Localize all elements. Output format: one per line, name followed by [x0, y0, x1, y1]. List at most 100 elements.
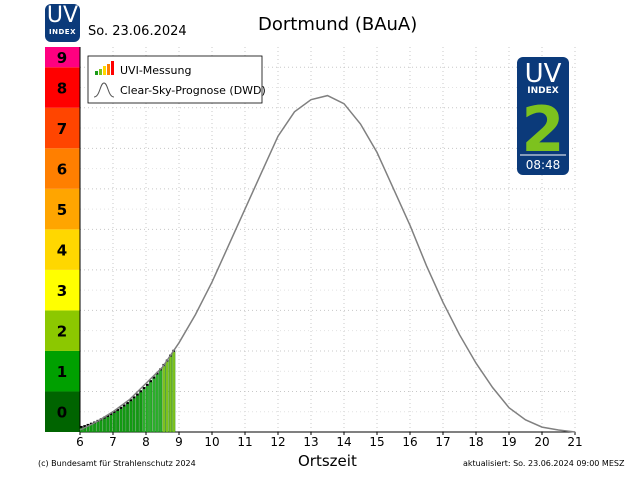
uv-scale-label-5: 5: [57, 201, 67, 219]
measurement-bar: [139, 392, 143, 433]
uv-scale-band-3: [45, 269, 80, 311]
measurement-bar: [135, 395, 139, 433]
measurement-bar: [129, 401, 133, 433]
measurement-bar-cap: [126, 402, 129, 405]
measurement-bar: [165, 361, 169, 433]
legend-measurement-label: UVI-Messung: [120, 64, 191, 77]
measurement-bar-cap: [129, 399, 133, 402]
uv-scale-band-0: [45, 391, 80, 432]
uv-scale-band-2: [45, 310, 80, 351]
legend-forecast-icon: [93, 82, 115, 98]
uv-scale-label-9: 9: [57, 49, 67, 67]
legend-measure-icon: [95, 71, 98, 75]
measurement-bar-cap: [146, 383, 149, 386]
measurement-bar-cap: [109, 412, 113, 415]
forecast-line: [79, 94, 576, 433]
measurement-bar-cap: [122, 404, 126, 407]
legend-measure-icon: [103, 66, 106, 75]
measurement-bar: [109, 414, 113, 433]
legend-forecast-label: Clear-Sky-Prognose (DWD): [120, 84, 266, 97]
measurement-bar-cap: [152, 376, 156, 379]
measurement-bar: [126, 403, 130, 433]
x-tick-label: 12: [270, 435, 285, 449]
measurement-bar: [96, 421, 100, 433]
badge-time: 08:48: [526, 158, 561, 172]
uv-scale-band-9: [45, 47, 80, 68]
measurement-bar-cap: [119, 406, 123, 409]
uv-scale-band-4: [45, 229, 80, 270]
uv-scale-label-6: 6: [57, 161, 67, 179]
x-tick-label: 19: [501, 435, 516, 449]
updated-text: aktualisiert: So. 23.06.2024 09:00 MESZ: [463, 459, 625, 468]
measurement-bar-cap: [106, 415, 110, 418]
measurement-bar-cap: [149, 380, 152, 383]
uv-scale-band-1: [45, 350, 80, 392]
measurement-bar: [159, 370, 163, 433]
measurement-bar: [152, 378, 156, 433]
date-label: So. 23.06.2024: [88, 24, 187, 39]
measurement-bar: [142, 388, 146, 433]
logo-index-text: INDEX: [49, 28, 76, 36]
measurement-bar: [93, 423, 97, 433]
measurement-bar-cap: [155, 372, 159, 375]
uv-scale-label-8: 8: [57, 80, 67, 98]
x-tick-label: 17: [435, 435, 450, 449]
measurement-bar-cap: [139, 390, 143, 393]
measurement-bar: [168, 356, 172, 433]
measurement-bar: [145, 385, 149, 433]
measurement-bar: [149, 382, 153, 433]
legend-box: [87, 55, 263, 104]
legend-measure-icon: [107, 64, 110, 75]
x-tick-label: 21: [567, 435, 582, 449]
measurement-bar: [89, 424, 93, 433]
uv-scale-label-1: 1: [57, 363, 67, 381]
badge-uv-text: UV: [525, 59, 562, 89]
badge-uv-value: 2: [521, 93, 564, 166]
measurement-bar: [99, 420, 103, 433]
logo-uv-text: UV: [46, 3, 79, 28]
measurement-bar-cap: [136, 393, 139, 396]
uv-scale-band-8: [45, 67, 80, 108]
x-tick-label: 7: [109, 435, 117, 449]
measurement-bar: [116, 410, 120, 433]
measurement-bar-cap: [86, 423, 90, 426]
uv-scale-label-7: 7: [57, 120, 67, 138]
x-tick-label: 14: [336, 435, 351, 449]
measurement-bar: [119, 408, 123, 433]
uv-scale-band-5: [45, 188, 80, 230]
uv-scale-label-2: 2: [57, 323, 67, 341]
x-tick-label: 16: [402, 435, 417, 449]
x-tick-label: 8: [142, 435, 150, 449]
uv-scale-label-4: 4: [57, 242, 67, 260]
uv-scale-label-3: 3: [57, 282, 67, 300]
x-tick-label: 13: [303, 435, 318, 449]
measurement-bar: [106, 416, 110, 433]
x-tick-label: 10: [204, 435, 219, 449]
x-tick-label: 11: [237, 435, 252, 449]
legend-measure-icon: [111, 61, 114, 75]
copyright-text: (c) Bundesamt für Strahlenschutz 2024: [38, 459, 196, 468]
chart-title: Dortmund (BAuA): [258, 14, 418, 35]
measurement-bar: [102, 418, 106, 433]
measurement-bar-cap: [116, 408, 119, 411]
measurement-bar-cap: [80, 425, 83, 428]
uv-scale-label-0: 0: [57, 404, 67, 422]
badge-background: [517, 57, 569, 175]
x-tick-label: 18: [468, 435, 483, 449]
x-tick-label: 15: [369, 435, 384, 449]
measurement-bar: [112, 412, 116, 433]
x-tick-label: 20: [534, 435, 549, 449]
uv-index-logo: UV INDEX: [45, 4, 80, 42]
uv-scale-band-7: [45, 107, 80, 149]
measurement-bar: [122, 406, 126, 433]
uv-scale-band-6: [45, 148, 80, 189]
measurement-bar: [155, 374, 159, 433]
measurement-bar-cap: [113, 410, 116, 413]
legend-measure-icon: [99, 69, 102, 75]
badge-index-text: INDEX: [527, 86, 558, 96]
measurement-bar-cap: [142, 387, 146, 390]
measurement-bar: [132, 398, 136, 433]
x-tick-label: 6: [76, 435, 84, 449]
